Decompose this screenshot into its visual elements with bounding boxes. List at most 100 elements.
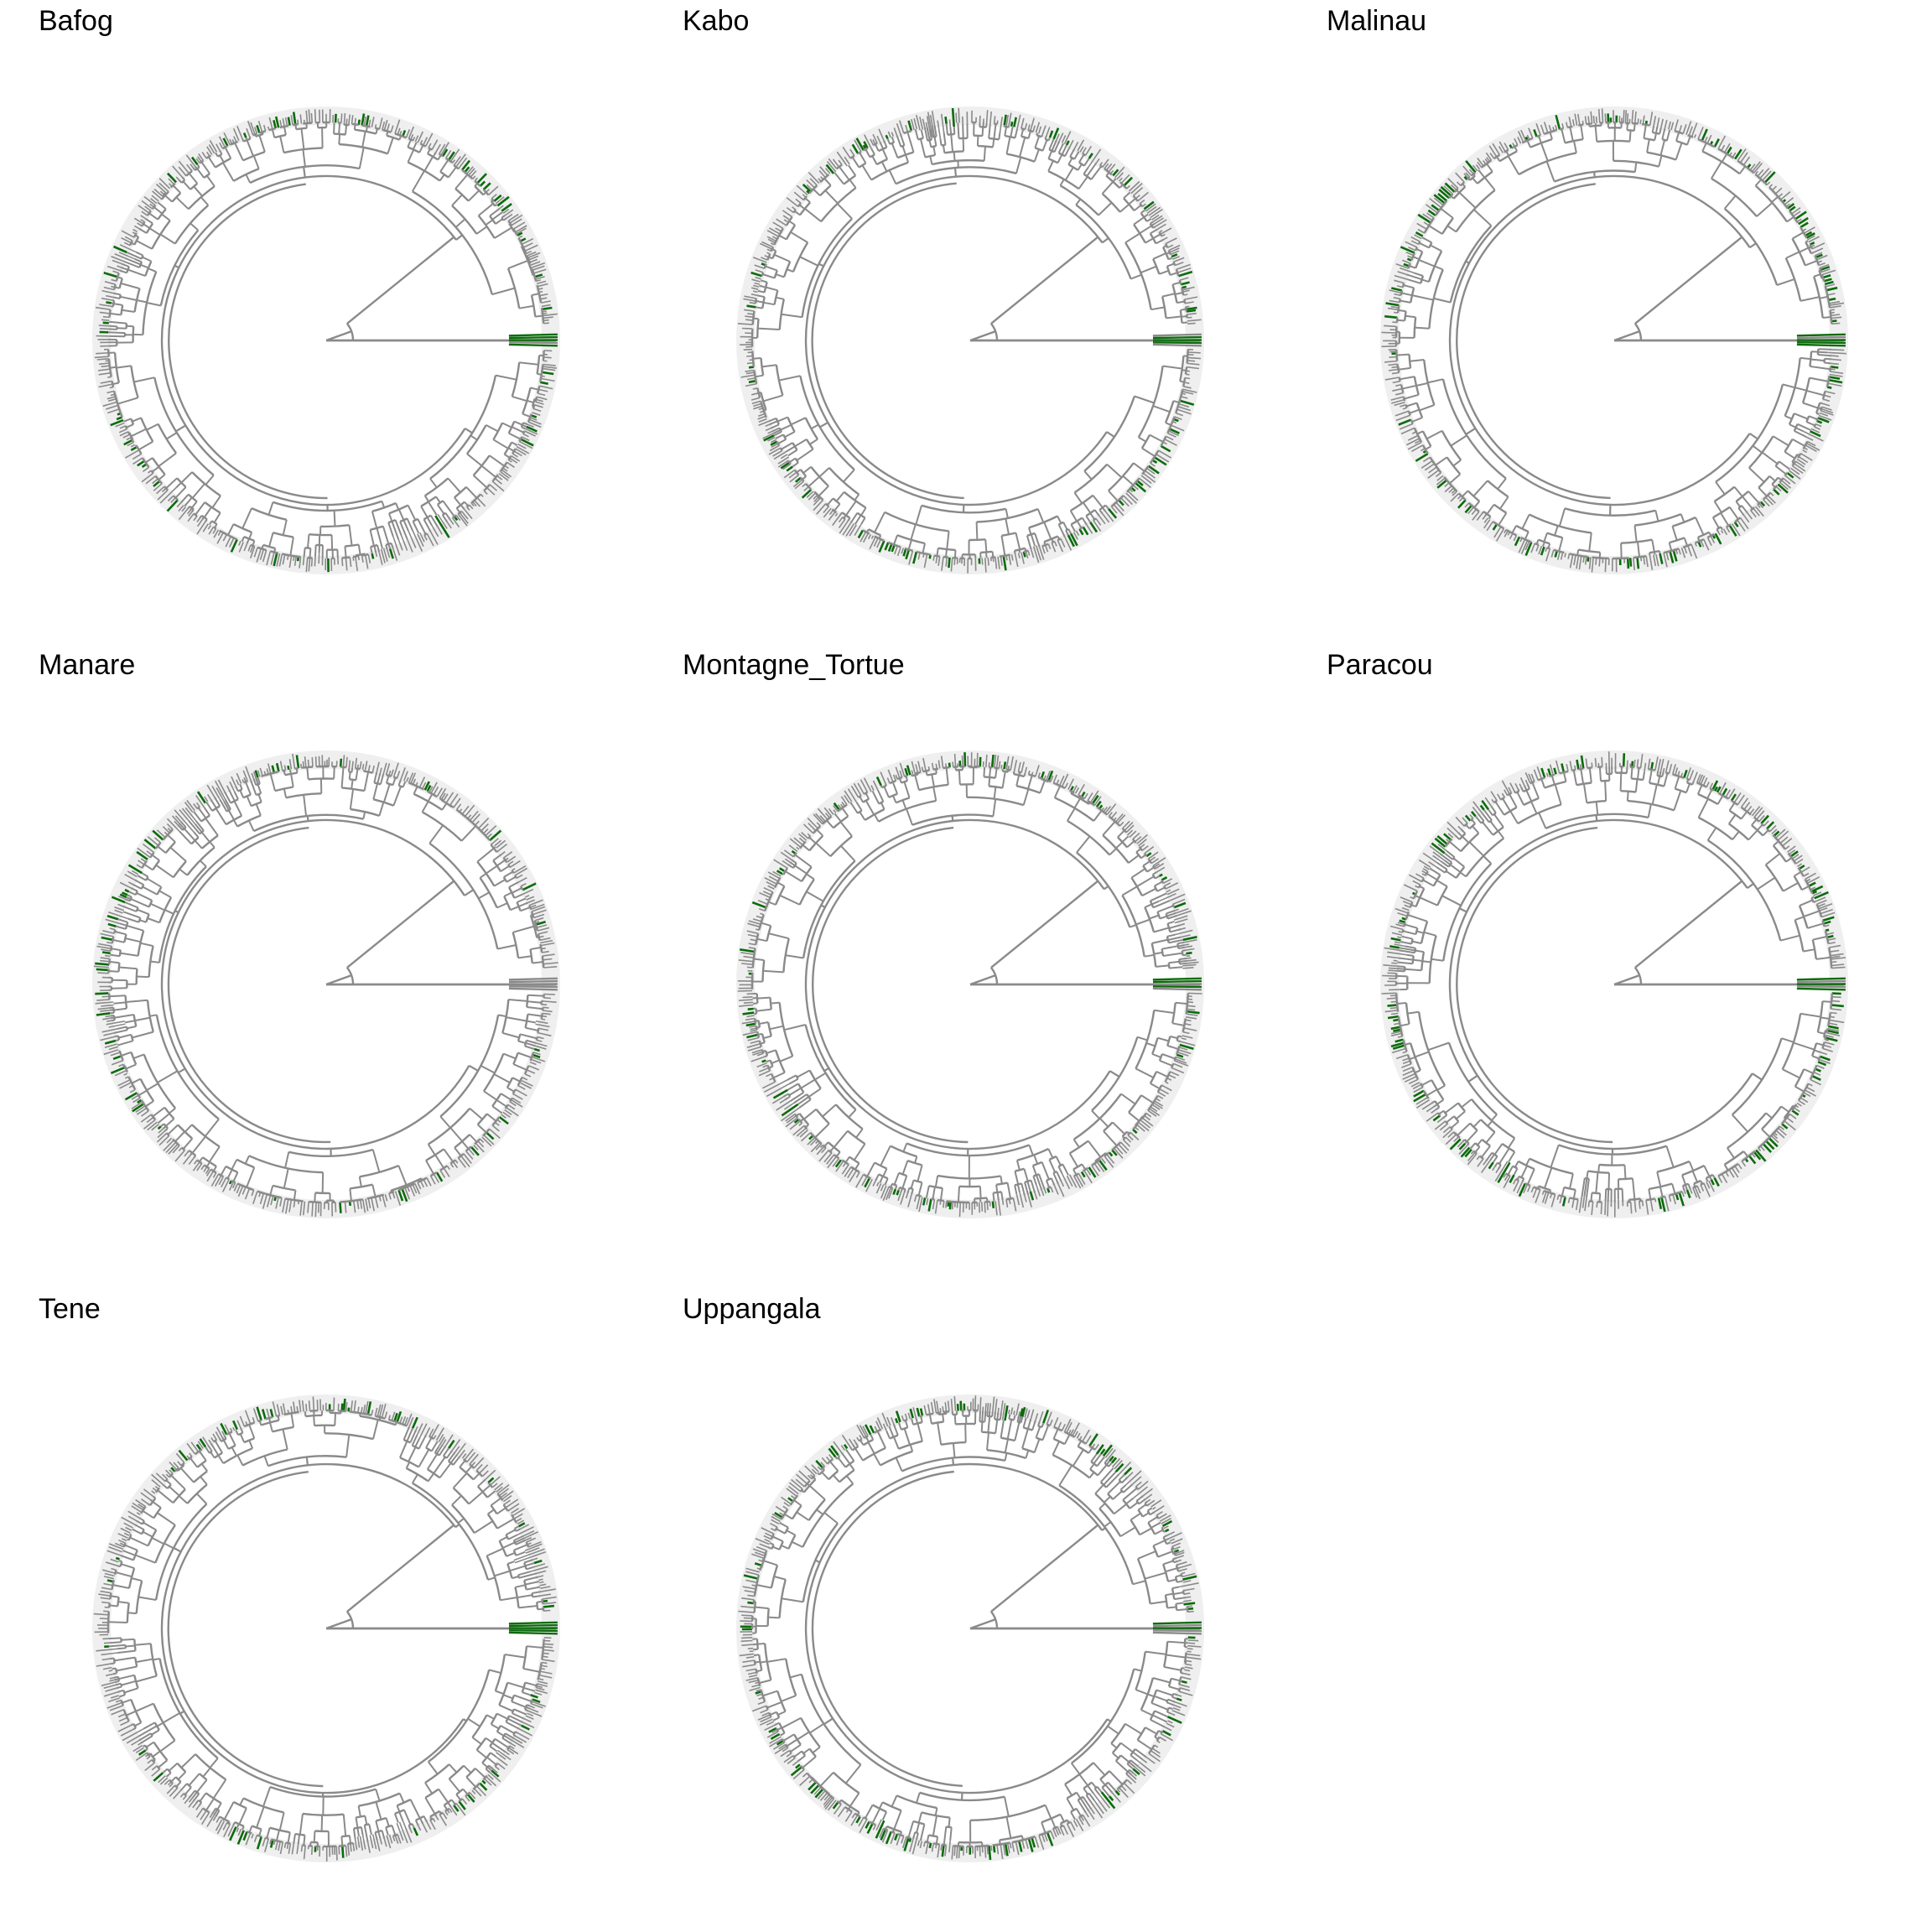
tip-branch	[876, 135, 881, 143]
clade-arc	[1597, 139, 1630, 143]
tip-branch	[238, 542, 244, 553]
tip-branch	[1387, 307, 1399, 311]
tip-branch	[1483, 519, 1491, 529]
highlighted-tip	[1714, 532, 1722, 545]
tip-branch	[1388, 363, 1398, 366]
tip-branch	[1577, 113, 1581, 126]
internal-branch	[527, 1013, 543, 1017]
clade-arc	[140, 417, 154, 443]
internal-branch	[1754, 179, 1763, 187]
internal-branch	[1400, 292, 1413, 297]
clade-arc	[114, 396, 122, 412]
internal-branch	[802, 475, 807, 480]
tip-branch	[145, 475, 156, 485]
clade-arc	[511, 362, 521, 397]
internal-branch	[134, 879, 144, 886]
tip-branch	[375, 552, 378, 558]
clade-arc	[133, 236, 140, 246]
internal-branch	[1785, 251, 1800, 259]
clade-arc	[1534, 542, 1540, 547]
tip-branch	[400, 767, 406, 780]
clade-arc	[241, 1184, 252, 1191]
internal-branch	[245, 174, 252, 184]
tip-branch	[428, 786, 434, 793]
tip-branch	[761, 241, 774, 248]
clade-arc	[163, 830, 172, 839]
tip-branch	[335, 1202, 337, 1213]
panel-malinau: Malinau	[1288, 0, 1932, 644]
tip-branch	[1831, 349, 1845, 351]
tip-branch	[1057, 539, 1064, 553]
internal-branch	[130, 886, 138, 892]
tip-branch	[1132, 187, 1144, 197]
tip-branch	[285, 1198, 289, 1214]
tip-branch	[1399, 423, 1414, 430]
tip-branch	[1079, 146, 1084, 153]
highlighted-tip	[1088, 153, 1093, 159]
internal-branch	[1815, 412, 1820, 415]
internal-branch	[435, 496, 441, 504]
tip-branch	[1041, 125, 1046, 135]
tip-branch	[1790, 467, 1800, 475]
tip-branch	[1436, 475, 1444, 481]
tip-branch	[1115, 501, 1124, 512]
internal-branch	[157, 1113, 170, 1124]
highlighted-tip	[152, 829, 164, 841]
clade-arc	[1082, 153, 1087, 157]
highlighted-tip	[273, 120, 277, 129]
tip-branch	[839, 520, 849, 534]
internal-branch	[148, 267, 157, 273]
tip-branch	[1682, 124, 1687, 134]
internal-branch	[300, 128, 305, 150]
tip-branch	[429, 531, 439, 545]
tip-branch	[1391, 371, 1400, 375]
internal-branch	[151, 854, 160, 861]
tip-branch	[1827, 382, 1842, 387]
internal-branch	[1176, 300, 1185, 304]
tip-branch	[178, 508, 189, 521]
highlighted-tip	[1135, 481, 1147, 493]
tip-branch	[1674, 119, 1679, 132]
internal-branch	[439, 1115, 451, 1129]
highlighted-tip	[112, 1055, 122, 1061]
internal-branch	[1419, 404, 1435, 412]
internal-branch	[1041, 134, 1044, 138]
internal-branch	[228, 788, 236, 802]
highlighted-tip	[534, 273, 543, 278]
tip-branch	[408, 772, 414, 783]
tip-branch	[1571, 119, 1575, 127]
tip-branch	[792, 206, 797, 210]
tip-branch	[1633, 557, 1635, 571]
internal-branch	[145, 457, 153, 464]
internal-branch	[1411, 417, 1423, 423]
internal-branch	[1004, 127, 1008, 137]
clade-arc	[1825, 288, 1831, 306]
tip-branch	[1465, 172, 1471, 178]
tip-branch	[231, 776, 236, 787]
tip-branch	[1724, 143, 1731, 153]
clade-arc	[146, 210, 152, 216]
clade-arc	[237, 788, 243, 792]
tip-branch	[1694, 543, 1697, 547]
tip-branch	[1520, 540, 1529, 554]
tip-branch	[440, 142, 449, 156]
tip-branch	[184, 802, 194, 813]
internal-branch	[1654, 132, 1657, 141]
internal-branch	[1483, 176, 1496, 191]
clade-arc	[211, 805, 221, 813]
highlighted-tip	[857, 529, 865, 539]
tip-branch	[262, 549, 267, 563]
tip-branch	[1032, 125, 1036, 132]
highlighted-tip	[435, 1171, 444, 1182]
tip-branch	[457, 513, 468, 527]
internal-branch	[794, 210, 801, 216]
internal-branch	[244, 782, 252, 795]
root-stem	[990, 236, 1099, 325]
clade-stem	[175, 424, 186, 433]
tip-branch	[1804, 226, 1815, 234]
tip-branch	[531, 1056, 546, 1062]
highlighted-tip	[951, 107, 955, 127]
internal-branch	[1398, 309, 1406, 313]
tip-branch	[896, 547, 901, 557]
tip-branch	[803, 486, 809, 491]
